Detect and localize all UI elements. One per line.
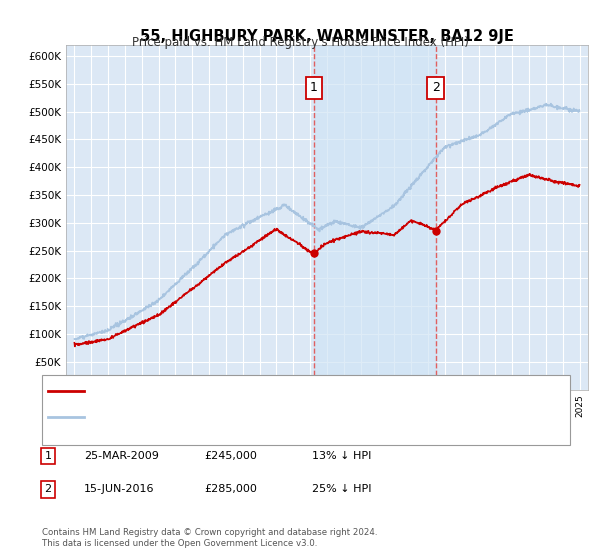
Text: HPI: Average price, detached house, Wiltshire: HPI: Average price, detached house, Wilt… xyxy=(90,412,329,422)
Bar xyxy=(314,45,436,390)
Title: 55, HIGHBURY PARK, WARMINSTER, BA12 9JE: 55, HIGHBURY PARK, WARMINSTER, BA12 9JE xyxy=(140,29,514,44)
Text: 1: 1 xyxy=(310,81,318,94)
Text: Contains HM Land Registry data © Crown copyright and database right 2024.
This d: Contains HM Land Registry data © Crown c… xyxy=(42,528,377,548)
Text: 2: 2 xyxy=(431,81,440,94)
Text: 25% ↓ HPI: 25% ↓ HPI xyxy=(312,484,371,494)
Text: 2: 2 xyxy=(44,484,52,494)
Text: 55, HIGHBURY PARK, WARMINSTER, BA12 9JE (detached house): 55, HIGHBURY PARK, WARMINSTER, BA12 9JE … xyxy=(90,386,419,396)
Text: 13% ↓ HPI: 13% ↓ HPI xyxy=(312,451,371,461)
Text: 1: 1 xyxy=(44,451,52,461)
Text: Price paid vs. HM Land Registry's House Price Index (HPI): Price paid vs. HM Land Registry's House … xyxy=(131,36,469,49)
Text: £245,000: £245,000 xyxy=(204,451,257,461)
Text: 25-MAR-2009: 25-MAR-2009 xyxy=(84,451,159,461)
Text: £285,000: £285,000 xyxy=(204,484,257,494)
Text: 15-JUN-2016: 15-JUN-2016 xyxy=(84,484,155,494)
